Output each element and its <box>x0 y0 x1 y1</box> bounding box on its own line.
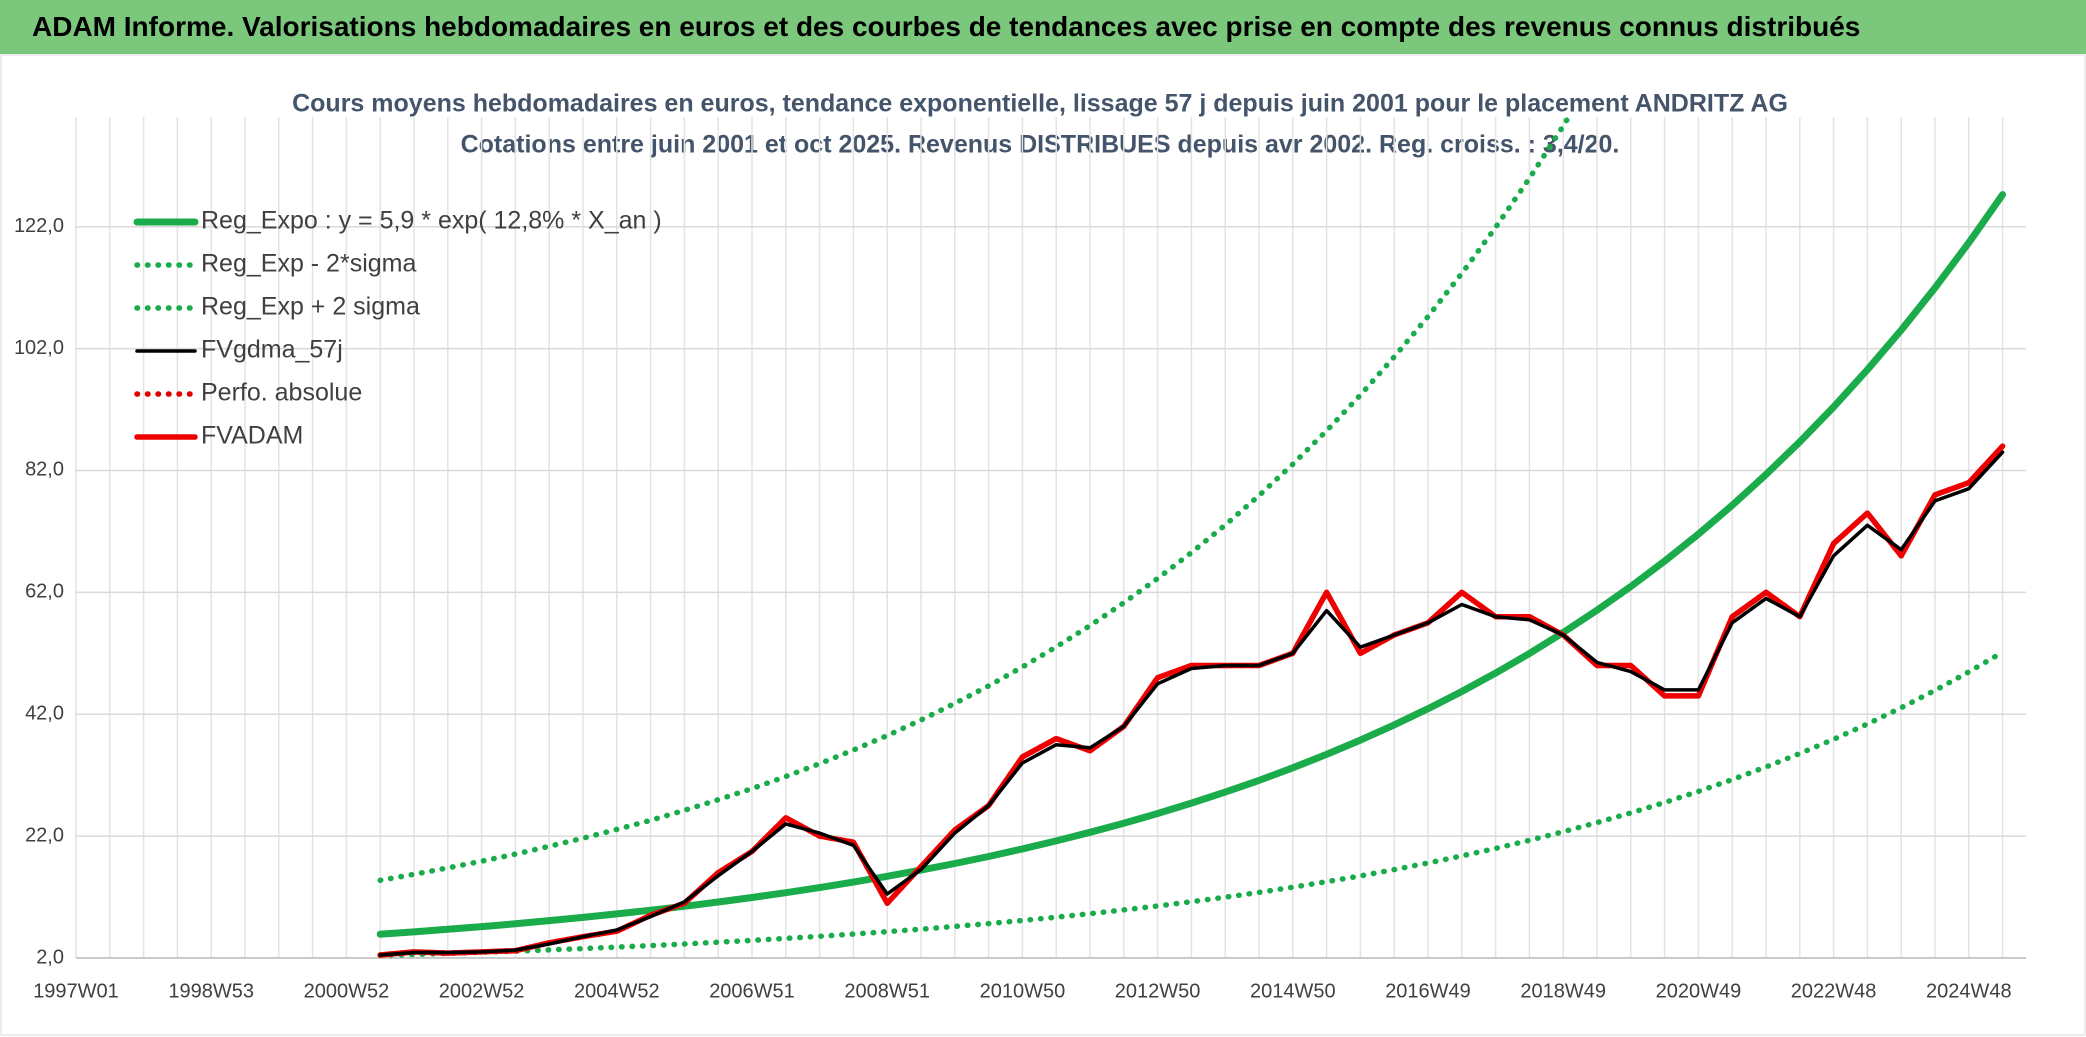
x-tick-label: 1997W01 <box>33 980 119 1002</box>
x-tick-label: 2000W52 <box>304 980 390 1002</box>
x-tick-label: 2014W50 <box>1250 980 1336 1002</box>
x-tick-label: 1998W53 <box>168 980 254 1002</box>
y-tick-label: 62,0 <box>25 581 64 603</box>
legend-label: FVgdma_57j <box>201 336 343 364</box>
y-tick-label: 102,0 <box>14 337 64 359</box>
series-line <box>378 450 2005 957</box>
chart: Cours moyens hebdomadaires en euros, ten… <box>0 54 2086 1036</box>
series-line <box>377 649 2006 959</box>
legend-label: Reg_Exp - 2*sigma <box>201 250 416 278</box>
x-tick-label: 2018W49 <box>1520 980 1606 1002</box>
x-tick-label: 2004W52 <box>574 980 660 1002</box>
x-tick-label: 2008W51 <box>844 980 930 1002</box>
y-tick-label: 2,0 <box>36 946 64 968</box>
chart-subtitle: Cotations entre juin 2001 et oct 2025. R… <box>461 131 1620 159</box>
x-tick-label: 2020W49 <box>1656 980 1742 1002</box>
x-tick-label: 2002W52 <box>439 980 525 1002</box>
x-tick-label: 2022W48 <box>1791 980 1877 1002</box>
header-title: ADAM Informe. Valorisations hebdomadaire… <box>0 0 2086 54</box>
legend-label: Reg_Exp + 2 sigma <box>201 293 420 321</box>
x-tick-label: 2016W49 <box>1385 980 1471 1002</box>
x-tick-label: 2024W48 <box>1926 980 2012 1002</box>
y-tick-label: 122,0 <box>14 215 64 237</box>
x-tick-label: 2010W50 <box>980 980 1066 1002</box>
chart-title: Cours moyens hebdomadaires en euros, ten… <box>292 90 1788 118</box>
x-tick-label: 2006W51 <box>709 980 795 1002</box>
legend-label: Reg_Expo : y = 5,9 * exp( 12,8% * X_an ) <box>201 207 662 235</box>
legend-label: Perfo. absolue <box>201 379 362 407</box>
y-tick-label: 22,0 <box>25 824 64 846</box>
series-line <box>376 191 2007 938</box>
series-line <box>377 117 1572 884</box>
chart-frame <box>0 54 2086 1036</box>
y-tick-label: 42,0 <box>25 703 64 725</box>
legend-label: FVADAM <box>201 422 303 450</box>
y-tick-label: 82,0 <box>25 459 64 481</box>
plot-area <box>376 117 2007 959</box>
x-tick-label: 2012W50 <box>1115 980 1201 1002</box>
